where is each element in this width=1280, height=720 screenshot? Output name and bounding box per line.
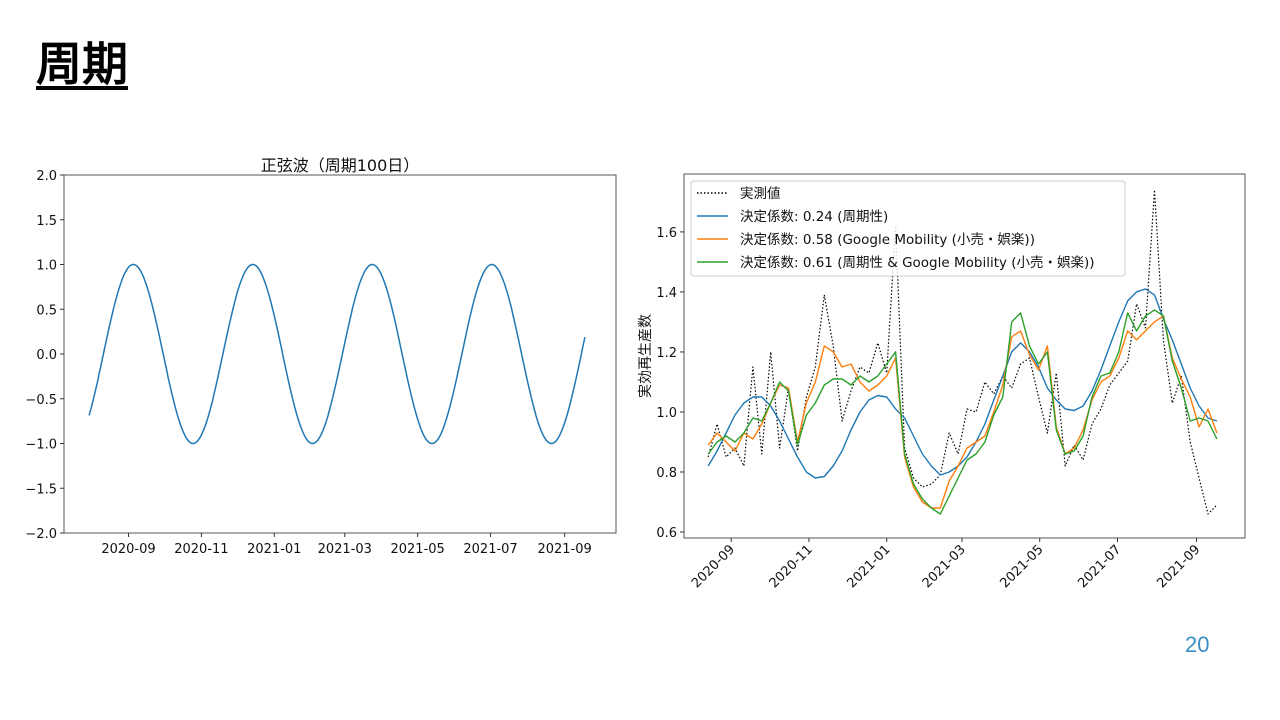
page-number: 20 xyxy=(1185,632,1210,657)
periodic-model-line xyxy=(707,288,1218,479)
legend-item-combined: 決定係数: 0.61 (周期性 & Google Mobility (小売・娯楽… xyxy=(697,255,1095,271)
right-chart-ylabel: 実効再生産数 xyxy=(638,314,654,398)
x-tick-label: 2020-09 xyxy=(101,542,155,557)
x-tick-label: 2021-05 xyxy=(390,542,444,557)
x-tick-label: 2021-09 xyxy=(1154,542,1203,591)
x-tick-label: 2021-01 xyxy=(247,542,301,557)
y-tick-label: 1.2 xyxy=(656,346,677,361)
legend-label: 決定係数: 0.24 (周期性) xyxy=(740,209,888,225)
y-tick-label: 1.0 xyxy=(656,406,677,421)
plot-frame xyxy=(63,174,617,534)
legend-item-observed: 実測値 xyxy=(697,186,781,202)
x-tick-label: 2021-07 xyxy=(1075,542,1124,591)
combined-model-line xyxy=(707,309,1218,515)
legend-box xyxy=(690,180,1126,277)
x-tick-label: 2020-11 xyxy=(767,542,816,591)
plot-frame xyxy=(683,173,1246,539)
x-tick-label: 2020-11 xyxy=(174,542,228,557)
sine-wave-chart: 正弦波（周期100日） 2020-09 2020-11 2021-01 2021-03… xyxy=(25,156,617,557)
y-tick-label: 1.5 xyxy=(36,214,57,229)
legend-label: 実測値 xyxy=(740,186,781,202)
y-tick-label: 1.4 xyxy=(656,286,677,301)
x-tick-label: 2021-03 xyxy=(920,542,969,591)
mobility-model-line xyxy=(707,315,1218,509)
y-tick-label: −1.0 xyxy=(25,438,57,453)
y-tick-label: −2.0 xyxy=(25,527,57,542)
legend-label: 決定係数: 0.61 (周期性 & Google Mobility (小売・娯楽… xyxy=(740,255,1095,271)
legend-item-mobility: 決定係数: 0.58 (Google Mobility (小売・娯楽)) xyxy=(697,232,1035,248)
y-tick-label: 0.5 xyxy=(36,303,57,318)
x-tick-label: 2021-09 xyxy=(537,542,591,557)
y-tick-label: 2.0 xyxy=(36,169,57,184)
x-tick-label: 2021-07 xyxy=(463,542,517,557)
slide-title: 周期 xyxy=(36,37,128,91)
y-tick-label: 1.0 xyxy=(36,259,57,274)
x-tick-label: 2020-09 xyxy=(689,542,738,591)
x-tick-label: 2021-01 xyxy=(845,542,894,591)
y-tick-label: 1.6 xyxy=(656,226,677,241)
y-tick-label: 0.6 xyxy=(656,526,677,541)
y-tick-label: −0.5 xyxy=(25,393,57,408)
y-tick-label: 0.0 xyxy=(36,348,57,363)
sine-series-line xyxy=(88,263,586,445)
x-tick-label: 2021-03 xyxy=(318,542,372,557)
y-tick-label: −1.5 xyxy=(25,482,57,497)
x-tick-label: 2021-05 xyxy=(998,542,1047,591)
legend-item-periodic: 決定係数: 0.24 (周期性) xyxy=(697,209,888,225)
y-tick-label: 0.8 xyxy=(656,466,677,481)
legend-label: 決定係数: 0.58 (Google Mobility (小売・娯楽)) xyxy=(740,232,1035,248)
reproduction-number-chart: 実効再生産数 2020-09 2020-11 2021-01 2021-03 2021-… xyxy=(638,173,1246,591)
left-chart-title: 正弦波（周期100日） xyxy=(261,156,420,175)
